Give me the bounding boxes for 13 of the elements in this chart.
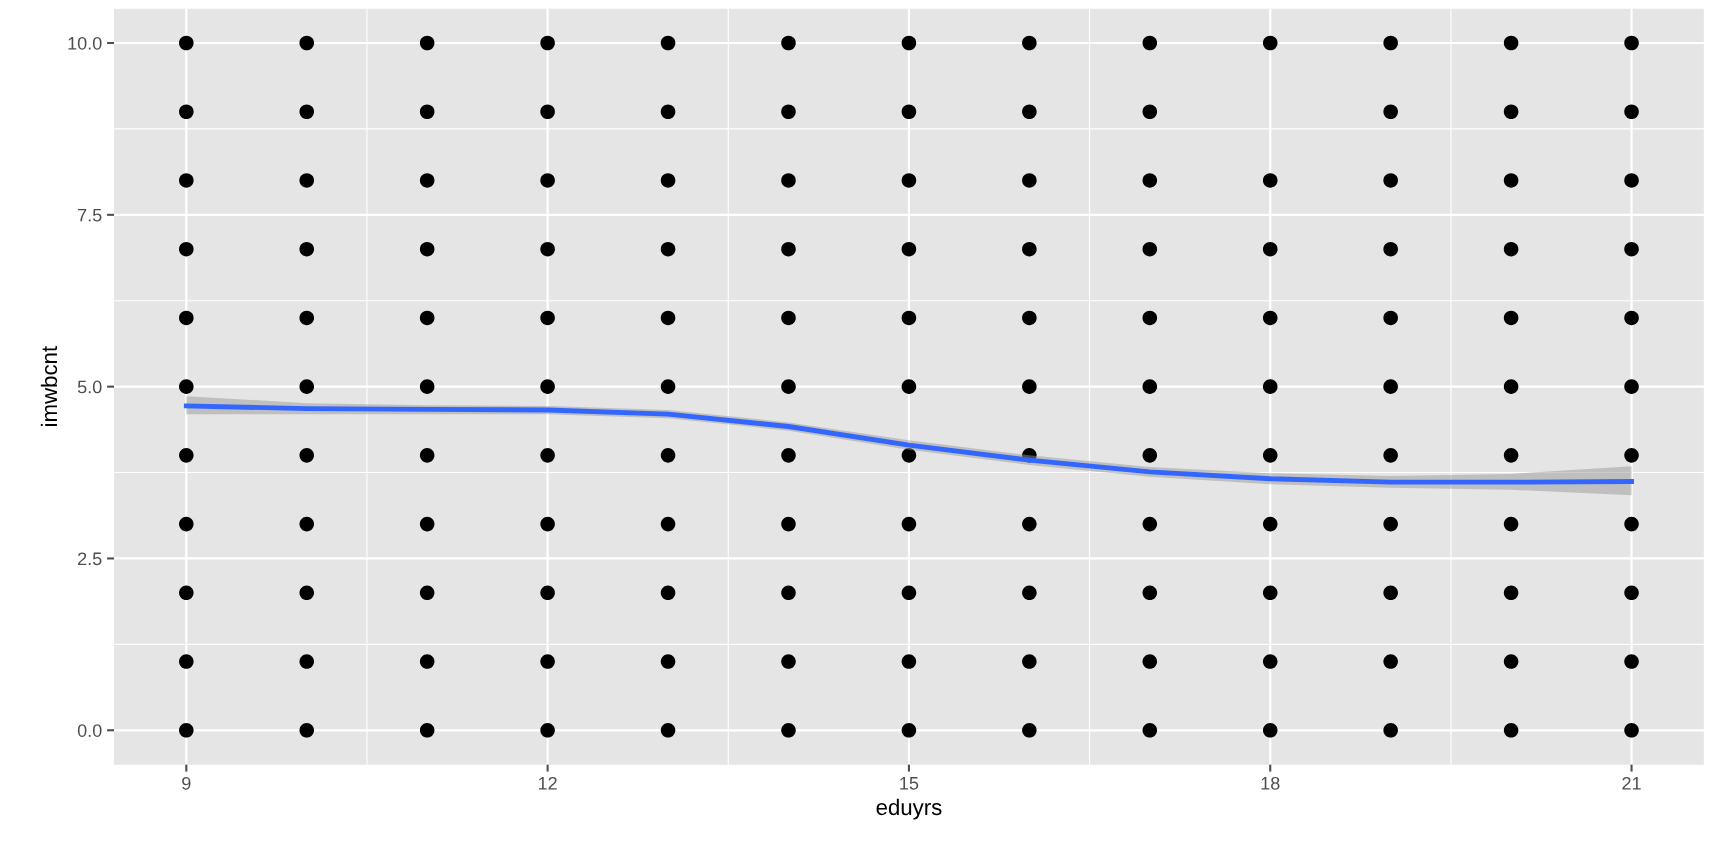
x-axis-title: eduyrs xyxy=(876,798,942,820)
y-tick-label: 7.5 xyxy=(78,208,102,222)
line-series xyxy=(183,403,1634,485)
y-tick-label: 2.5 xyxy=(78,552,102,566)
y-tick-label: 0.0 xyxy=(77,724,102,737)
y-tick-label: 10.0 xyxy=(68,36,102,50)
x-tick-label: 21 xyxy=(1622,776,1641,790)
x-tick-label: 9 xyxy=(182,776,191,790)
y-axis-title: imwbcnt xyxy=(40,346,58,426)
y-tick-label: 5.0 xyxy=(77,380,102,394)
x-tick-label: 18 xyxy=(1261,776,1280,790)
x-tick-label: 15 xyxy=(900,777,919,790)
x-tick-label: 12 xyxy=(538,776,557,790)
